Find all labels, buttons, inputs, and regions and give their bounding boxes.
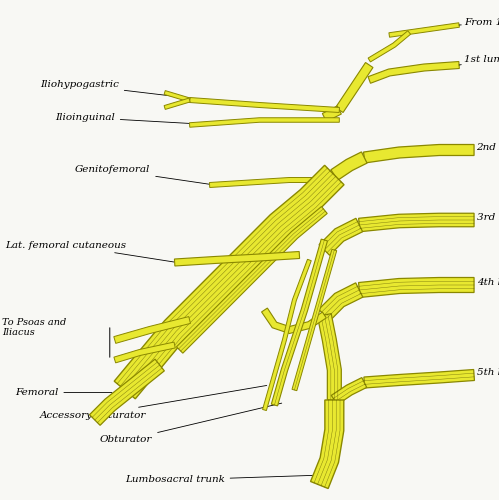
Polygon shape — [364, 370, 475, 388]
Polygon shape — [336, 62, 373, 112]
Polygon shape — [114, 316, 191, 344]
Polygon shape — [310, 400, 344, 488]
Text: To Psoas and
Iliacus: To Psoas and Iliacus — [2, 318, 67, 337]
Text: Obturator: Obturator — [100, 403, 282, 444]
Text: Femoral: Femoral — [15, 388, 112, 397]
Text: Lat. femoral cutaneous: Lat. femoral cutaneous — [5, 240, 174, 262]
Polygon shape — [114, 342, 175, 363]
Polygon shape — [164, 98, 190, 110]
Polygon shape — [190, 118, 339, 127]
Text: Genitofemoral: Genitofemoral — [75, 166, 212, 184]
Text: Lumbosacral trunk: Lumbosacral trunk — [125, 475, 321, 484]
Polygon shape — [322, 106, 341, 122]
Polygon shape — [331, 378, 367, 404]
Polygon shape — [114, 166, 344, 399]
Text: Ilioinguinal: Ilioinguinal — [55, 113, 197, 124]
Text: From 12th thoracic: From 12th thoracic — [459, 18, 499, 27]
Text: 5th lumbar: 5th lumbar — [477, 368, 499, 377]
Polygon shape — [368, 62, 459, 84]
Polygon shape — [331, 152, 367, 180]
Polygon shape — [292, 250, 337, 390]
Polygon shape — [317, 314, 341, 400]
Polygon shape — [319, 283, 363, 321]
Polygon shape — [262, 260, 311, 410]
Polygon shape — [359, 213, 474, 232]
Polygon shape — [368, 31, 411, 62]
Polygon shape — [89, 359, 164, 426]
Polygon shape — [359, 278, 474, 297]
Polygon shape — [261, 308, 326, 334]
Text: 3rd lumbar: 3rd lumbar — [477, 213, 499, 222]
Polygon shape — [319, 218, 363, 256]
Text: 1st lumbar: 1st lumbar — [459, 56, 499, 65]
Polygon shape — [175, 252, 299, 266]
Polygon shape — [164, 90, 190, 102]
Polygon shape — [210, 178, 324, 188]
Polygon shape — [363, 144, 474, 163]
Polygon shape — [177, 206, 327, 353]
Text: 2nd lumbar: 2nd lumbar — [477, 143, 499, 152]
Polygon shape — [190, 98, 339, 112]
Polygon shape — [389, 23, 460, 37]
Text: Iliohypogastric: Iliohypogastric — [40, 80, 194, 98]
Text: Accessory obturator: Accessory obturator — [40, 386, 267, 420]
Polygon shape — [271, 239, 327, 406]
Text: 4th lumbar: 4th lumbar — [477, 278, 499, 287]
